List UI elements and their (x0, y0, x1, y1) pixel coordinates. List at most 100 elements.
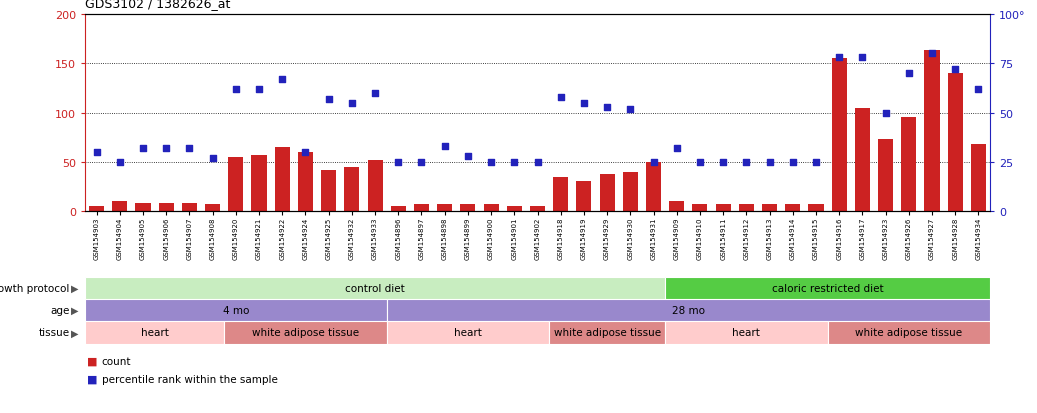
Bar (762, 204, 777, 211)
Bar (901, 118, 917, 211)
Point (413, 159, 429, 166)
Point (947, 66, 963, 73)
Bar (159, 204, 174, 211)
Bar (665, 321, 828, 344)
Point (158, 145, 174, 152)
Text: heart: heart (454, 328, 482, 338)
Point (645, 159, 662, 166)
Bar (298, 152, 313, 211)
Bar (85, 321, 224, 344)
Point (112, 159, 129, 166)
Bar (181, 204, 197, 211)
Point (854, 55, 871, 62)
Point (367, 90, 384, 97)
Point (135, 145, 151, 152)
Bar (577, 182, 591, 211)
Bar (205, 204, 220, 211)
Bar (136, 204, 150, 211)
Bar (599, 174, 615, 211)
Bar (112, 202, 128, 211)
Point (204, 155, 221, 162)
Bar (665, 277, 990, 299)
Bar (646, 162, 661, 211)
Text: ■: ■ (87, 374, 97, 384)
Text: count: count (102, 356, 131, 366)
Bar (832, 59, 846, 211)
Text: ▶: ▶ (72, 283, 79, 293)
Bar (669, 202, 684, 211)
Text: GDS3102 / 1382626_at: GDS3102 / 1382626_at (85, 0, 230, 10)
Text: white adipose tissue: white adipose tissue (554, 328, 661, 338)
Bar (344, 167, 360, 211)
Bar (85, 299, 387, 321)
Point (669, 145, 685, 152)
Point (784, 159, 801, 166)
Point (390, 159, 407, 166)
Text: control diet: control diet (345, 283, 404, 293)
Text: ▶: ▶ (72, 328, 79, 338)
Bar (391, 206, 405, 211)
Bar (228, 157, 244, 211)
Bar (854, 108, 870, 211)
Text: ▶: ▶ (72, 305, 79, 315)
Bar (252, 155, 267, 211)
Point (343, 100, 360, 107)
Bar (809, 204, 823, 211)
Text: 28 mo: 28 mo (672, 305, 705, 315)
Bar (89, 206, 104, 211)
Point (274, 76, 290, 83)
Text: percentile rank within the sample: percentile rank within the sample (102, 374, 278, 384)
Point (924, 51, 941, 57)
Bar (483, 204, 499, 211)
Bar (460, 204, 475, 211)
Point (738, 159, 755, 166)
Bar (716, 204, 731, 211)
Point (576, 100, 592, 107)
Point (181, 145, 198, 152)
Point (529, 159, 545, 166)
Point (761, 159, 778, 166)
Text: white adipose tissue: white adipose tissue (252, 328, 359, 338)
Point (714, 159, 731, 166)
Bar (530, 206, 545, 211)
Point (251, 86, 268, 93)
Bar (414, 204, 429, 211)
Point (598, 104, 615, 111)
Point (622, 106, 639, 113)
Point (808, 159, 824, 166)
Point (459, 153, 476, 160)
Bar (367, 160, 383, 211)
Bar (387, 299, 990, 321)
Text: tissue: tissue (38, 328, 69, 338)
Bar (693, 204, 707, 211)
Text: ■: ■ (87, 356, 97, 366)
Bar (550, 321, 665, 344)
Bar (828, 321, 990, 344)
Point (437, 143, 453, 150)
Point (227, 86, 244, 93)
Bar (224, 321, 387, 344)
Bar (507, 206, 522, 211)
Bar (85, 277, 665, 299)
Text: age: age (50, 305, 69, 315)
Bar (387, 321, 550, 344)
Point (900, 71, 917, 77)
Bar (738, 204, 754, 211)
Point (877, 110, 894, 116)
Point (506, 159, 523, 166)
Bar (623, 172, 638, 211)
Bar (321, 170, 336, 211)
Text: white adipose tissue: white adipose tissue (856, 328, 962, 338)
Bar (878, 140, 893, 211)
Text: caloric restricted diet: caloric restricted diet (772, 283, 884, 293)
Point (692, 159, 708, 166)
Text: heart: heart (732, 328, 760, 338)
Point (298, 149, 314, 156)
Bar (924, 51, 940, 211)
Bar (438, 204, 452, 211)
Text: growth protocol: growth protocol (0, 283, 69, 293)
Point (553, 94, 569, 101)
Bar (948, 74, 962, 211)
Text: 4 mo: 4 mo (223, 305, 249, 315)
Bar (553, 177, 568, 211)
